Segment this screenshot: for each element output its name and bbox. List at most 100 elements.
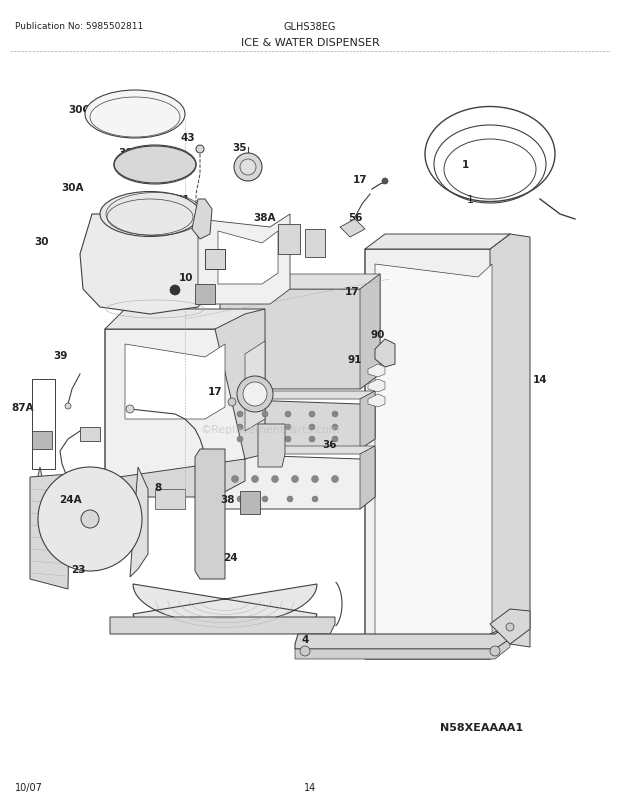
- Text: 30B: 30B: [119, 148, 141, 158]
- Text: 24: 24: [223, 553, 237, 562]
- Polygon shape: [375, 339, 395, 367]
- Text: ©ReplacementParts.com: ©ReplacementParts.com: [200, 424, 340, 435]
- Circle shape: [332, 476, 339, 483]
- Polygon shape: [192, 200, 212, 240]
- Circle shape: [285, 411, 291, 418]
- Text: 91: 91: [348, 354, 362, 365]
- Circle shape: [262, 424, 268, 431]
- Circle shape: [243, 383, 267, 407]
- Polygon shape: [80, 215, 218, 314]
- Ellipse shape: [85, 91, 185, 139]
- Circle shape: [228, 399, 236, 407]
- Circle shape: [81, 510, 99, 529]
- Circle shape: [285, 424, 291, 431]
- Text: 1: 1: [461, 160, 469, 170]
- Text: 43: 43: [180, 133, 195, 143]
- Circle shape: [312, 496, 318, 502]
- Polygon shape: [360, 274, 380, 390]
- Text: 14: 14: [304, 782, 316, 792]
- Circle shape: [506, 623, 514, 631]
- Text: 39: 39: [53, 350, 67, 361]
- Polygon shape: [220, 274, 380, 290]
- Polygon shape: [220, 274, 380, 390]
- Text: 30A: 30A: [62, 183, 84, 192]
- Polygon shape: [215, 449, 375, 509]
- Polygon shape: [105, 310, 265, 330]
- Circle shape: [196, 146, 204, 154]
- Circle shape: [311, 476, 319, 483]
- Polygon shape: [105, 460, 245, 497]
- Circle shape: [262, 436, 268, 443]
- Polygon shape: [215, 310, 265, 460]
- Text: Publication No: 5985502811: Publication No: 5985502811: [15, 22, 143, 31]
- Text: N58XEAAAA1: N58XEAAAA1: [440, 722, 523, 732]
- Circle shape: [262, 496, 268, 502]
- Polygon shape: [240, 492, 260, 514]
- Polygon shape: [35, 468, 62, 577]
- Polygon shape: [375, 265, 492, 647]
- Circle shape: [332, 411, 338, 418]
- Polygon shape: [215, 447, 375, 455]
- Circle shape: [237, 436, 243, 443]
- Text: 90: 90: [371, 330, 385, 339]
- Text: 56: 56: [348, 213, 362, 223]
- Text: 10: 10: [179, 273, 193, 282]
- Polygon shape: [368, 365, 385, 378]
- Circle shape: [234, 154, 262, 182]
- Circle shape: [126, 406, 134, 414]
- Text: 30: 30: [35, 237, 49, 247]
- Polygon shape: [130, 468, 148, 577]
- Polygon shape: [133, 585, 317, 632]
- Polygon shape: [125, 345, 225, 419]
- Polygon shape: [340, 220, 365, 237]
- Circle shape: [237, 424, 243, 431]
- Text: 8: 8: [154, 482, 162, 492]
- Text: GLHS38EG: GLHS38EG: [284, 22, 336, 32]
- Text: 87A: 87A: [12, 403, 34, 412]
- Text: 1: 1: [466, 195, 474, 205]
- Circle shape: [309, 424, 315, 431]
- Circle shape: [309, 436, 315, 443]
- Polygon shape: [295, 624, 510, 649]
- Circle shape: [300, 646, 310, 656]
- Text: 4: 4: [301, 634, 309, 644]
- Circle shape: [262, 411, 268, 418]
- Polygon shape: [218, 232, 278, 285]
- Polygon shape: [30, 475, 70, 589]
- Text: 82: 82: [508, 624, 522, 634]
- Text: 30C: 30C: [68, 105, 90, 115]
- Polygon shape: [365, 235, 510, 249]
- Circle shape: [291, 476, 298, 483]
- Polygon shape: [258, 424, 285, 468]
- Text: 87: 87: [209, 257, 223, 267]
- Polygon shape: [360, 391, 375, 449]
- Text: 36: 36: [323, 439, 337, 449]
- Circle shape: [38, 468, 142, 571]
- Circle shape: [309, 411, 315, 418]
- Polygon shape: [365, 235, 510, 659]
- Polygon shape: [195, 285, 215, 305]
- Ellipse shape: [114, 146, 196, 184]
- Polygon shape: [218, 395, 375, 449]
- Polygon shape: [198, 215, 290, 305]
- Polygon shape: [155, 489, 185, 509]
- Circle shape: [240, 160, 256, 176]
- Polygon shape: [80, 427, 100, 441]
- Polygon shape: [295, 639, 510, 659]
- Polygon shape: [218, 391, 375, 399]
- Circle shape: [272, 476, 278, 483]
- Circle shape: [237, 496, 243, 502]
- Circle shape: [332, 436, 338, 443]
- Text: 38A: 38A: [254, 213, 277, 223]
- Circle shape: [231, 476, 239, 483]
- Polygon shape: [105, 314, 245, 480]
- Polygon shape: [305, 229, 325, 257]
- Polygon shape: [490, 235, 530, 659]
- Polygon shape: [368, 395, 385, 407]
- Circle shape: [170, 286, 180, 296]
- Circle shape: [382, 179, 388, 184]
- Circle shape: [237, 376, 273, 412]
- Circle shape: [287, 496, 293, 502]
- Polygon shape: [205, 249, 225, 269]
- Text: ICE & WATER DISPENSER: ICE & WATER DISPENSER: [241, 38, 379, 48]
